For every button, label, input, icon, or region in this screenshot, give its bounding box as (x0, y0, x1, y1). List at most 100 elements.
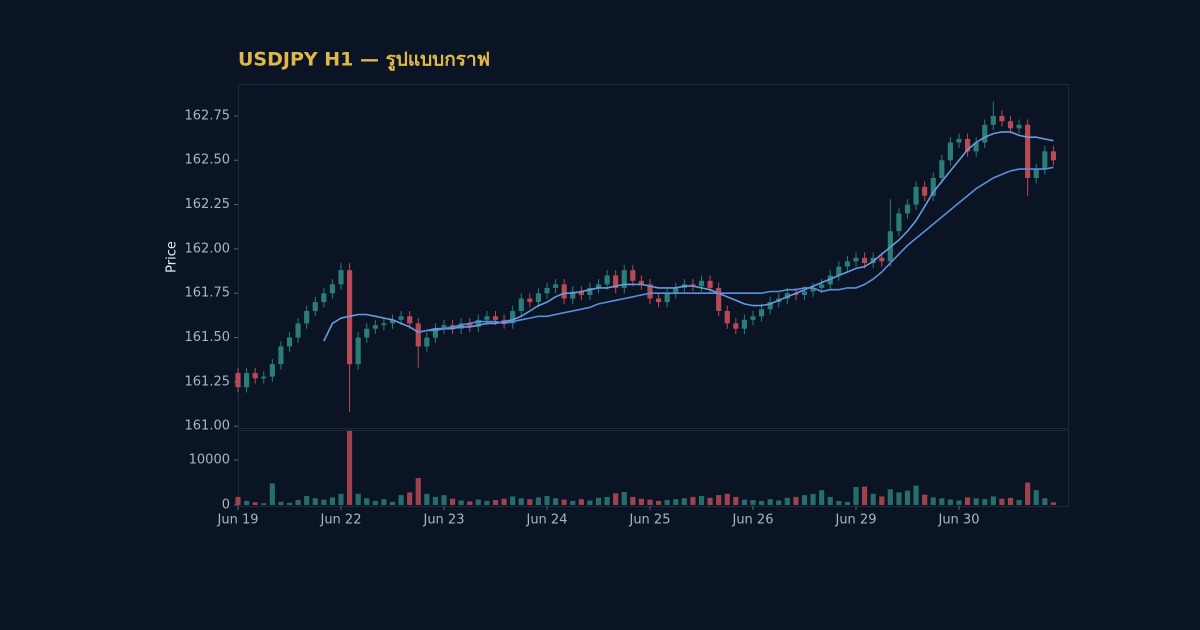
x-tick-label: Jun 26 (731, 513, 773, 528)
candle-body (879, 257, 885, 262)
volume-bar (252, 502, 258, 505)
x-tick-label: Jun 25 (628, 513, 670, 528)
volume-bar (638, 498, 644, 505)
volume-bar (458, 500, 464, 505)
volume-bar (707, 497, 713, 505)
volume-bar (853, 487, 859, 505)
volume-bar (870, 493, 876, 505)
candle-body (1050, 151, 1056, 161)
candle-body (595, 284, 602, 288)
volume-bar (235, 496, 241, 505)
volume-bar (990, 496, 996, 505)
x-tick-label: Jun 24 (525, 513, 567, 528)
volume-bar (690, 496, 696, 505)
candle-body (784, 293, 790, 299)
candle-body (836, 266, 842, 276)
volume-bar (982, 499, 988, 505)
volume-bar (922, 494, 928, 505)
volume-bar (759, 500, 765, 505)
volume-bar (278, 501, 284, 505)
volume-bar (896, 492, 902, 505)
volume-bar (681, 498, 687, 505)
candle-body (1025, 124, 1031, 178)
volume-bar (793, 496, 799, 505)
volume-bar (595, 497, 602, 505)
volume-bar (295, 500, 301, 505)
volume-bar (381, 499, 387, 505)
candle-body (252, 373, 258, 379)
volume-bar (716, 495, 722, 505)
y-tick-label: 162.50 (185, 153, 231, 168)
x-tick-label: Jun 22 (319, 513, 361, 528)
y-tick-label: 162.25 (185, 197, 231, 212)
candle-body (664, 293, 670, 303)
volume-bar (939, 498, 945, 505)
volume-bar (561, 499, 567, 505)
volume-bar (475, 499, 481, 505)
candle-body (690, 284, 696, 287)
candle-body (578, 291, 584, 296)
volume-bar (415, 478, 421, 505)
candle-body (724, 310, 730, 324)
candle-body (904, 204, 911, 214)
volume-bar (501, 498, 507, 505)
candle-body (922, 186, 928, 196)
candle-body (467, 323, 473, 327)
volume-bar (510, 496, 516, 505)
volume-bar (364, 498, 370, 505)
candle-body (269, 364, 275, 377)
volume-bar (724, 493, 730, 505)
volume-bar (784, 497, 790, 505)
volume-bar (810, 493, 816, 505)
volume-bar (407, 492, 413, 505)
candle-body (321, 293, 327, 303)
y-tick-label: 161.00 (185, 419, 231, 434)
candle-body (621, 270, 627, 288)
y-axis-label: Price (165, 241, 180, 273)
volume-bar (329, 497, 335, 505)
x-tick-label: Jun 30 (937, 513, 979, 528)
y-tick-label: 161.50 (185, 330, 231, 345)
candle-body (656, 298, 662, 303)
candle-body (956, 138, 962, 143)
volume-bar (389, 501, 396, 505)
candle-body (407, 316, 413, 324)
price-panel (238, 84, 1069, 429)
candle-body (733, 323, 739, 329)
volume-bar (913, 485, 919, 505)
volume-bar (819, 490, 825, 505)
y-tick-label: 162.75 (185, 108, 231, 123)
candle-body (947, 142, 953, 161)
candle-body (492, 316, 499, 320)
volume-bar (613, 493, 619, 505)
volume-bar (956, 500, 962, 505)
candle-body (338, 270, 344, 285)
candle-body (673, 287, 679, 294)
candle-body (741, 319, 747, 329)
candle-body (759, 309, 765, 317)
volume-bar (673, 499, 679, 505)
volume-bar (398, 495, 404, 505)
candle-body (767, 302, 773, 310)
volume-bar (862, 486, 868, 505)
volume-bar (887, 489, 893, 505)
volume-bar (518, 498, 524, 505)
volume-bar (733, 496, 739, 505)
candle-body (716, 287, 722, 311)
candle-body (372, 325, 378, 329)
volume-bar (904, 490, 911, 505)
candle-body (793, 293, 799, 296)
volume-bar (767, 499, 773, 505)
candle-body (1042, 151, 1048, 170)
candle-body (613, 275, 619, 288)
candle-body (424, 337, 430, 347)
y-tick-label: 162.00 (185, 241, 231, 256)
candle-body (973, 142, 979, 152)
volume-bar (656, 500, 662, 505)
candle-body (1007, 121, 1014, 129)
candle-body (819, 284, 825, 288)
candle-body (261, 376, 267, 379)
candle-body (604, 275, 610, 285)
candle-body (355, 337, 361, 365)
candle-body (415, 323, 421, 347)
